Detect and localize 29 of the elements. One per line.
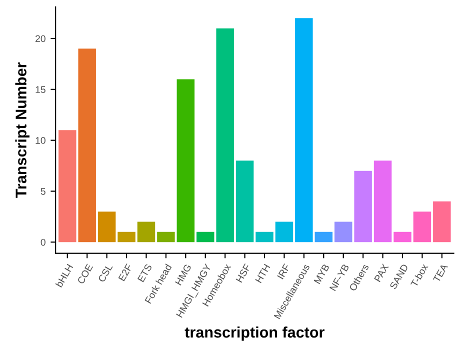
bar [334,222,352,242]
x-tick-label: CSL [98,263,113,283]
bar [157,232,175,242]
bar [275,222,294,242]
bar [374,160,392,242]
y-axis-title: Transcript Number [15,62,30,198]
bar [176,79,195,242]
bar [98,212,116,242]
bar [196,232,214,242]
bar [256,232,274,242]
y-tick-label: 15 [36,86,46,94]
x-axis-title: transcription factor [184,326,324,341]
bar [413,212,432,242]
bar [314,232,333,242]
bar [137,222,156,242]
y-tick-label: 10 [36,137,46,144]
y-tick-label: 20 [36,35,46,42]
bar [354,170,372,242]
bar [394,232,412,242]
bar [216,28,234,242]
bar [295,18,313,242]
bar [433,201,451,242]
bar [236,160,254,242]
x-tick-label: TEA [432,263,448,283]
bar [78,48,96,242]
bar [58,130,76,242]
y-tick-label: 0 [40,238,46,246]
bar [118,232,136,242]
y-tick-label: 5 [40,188,46,195]
